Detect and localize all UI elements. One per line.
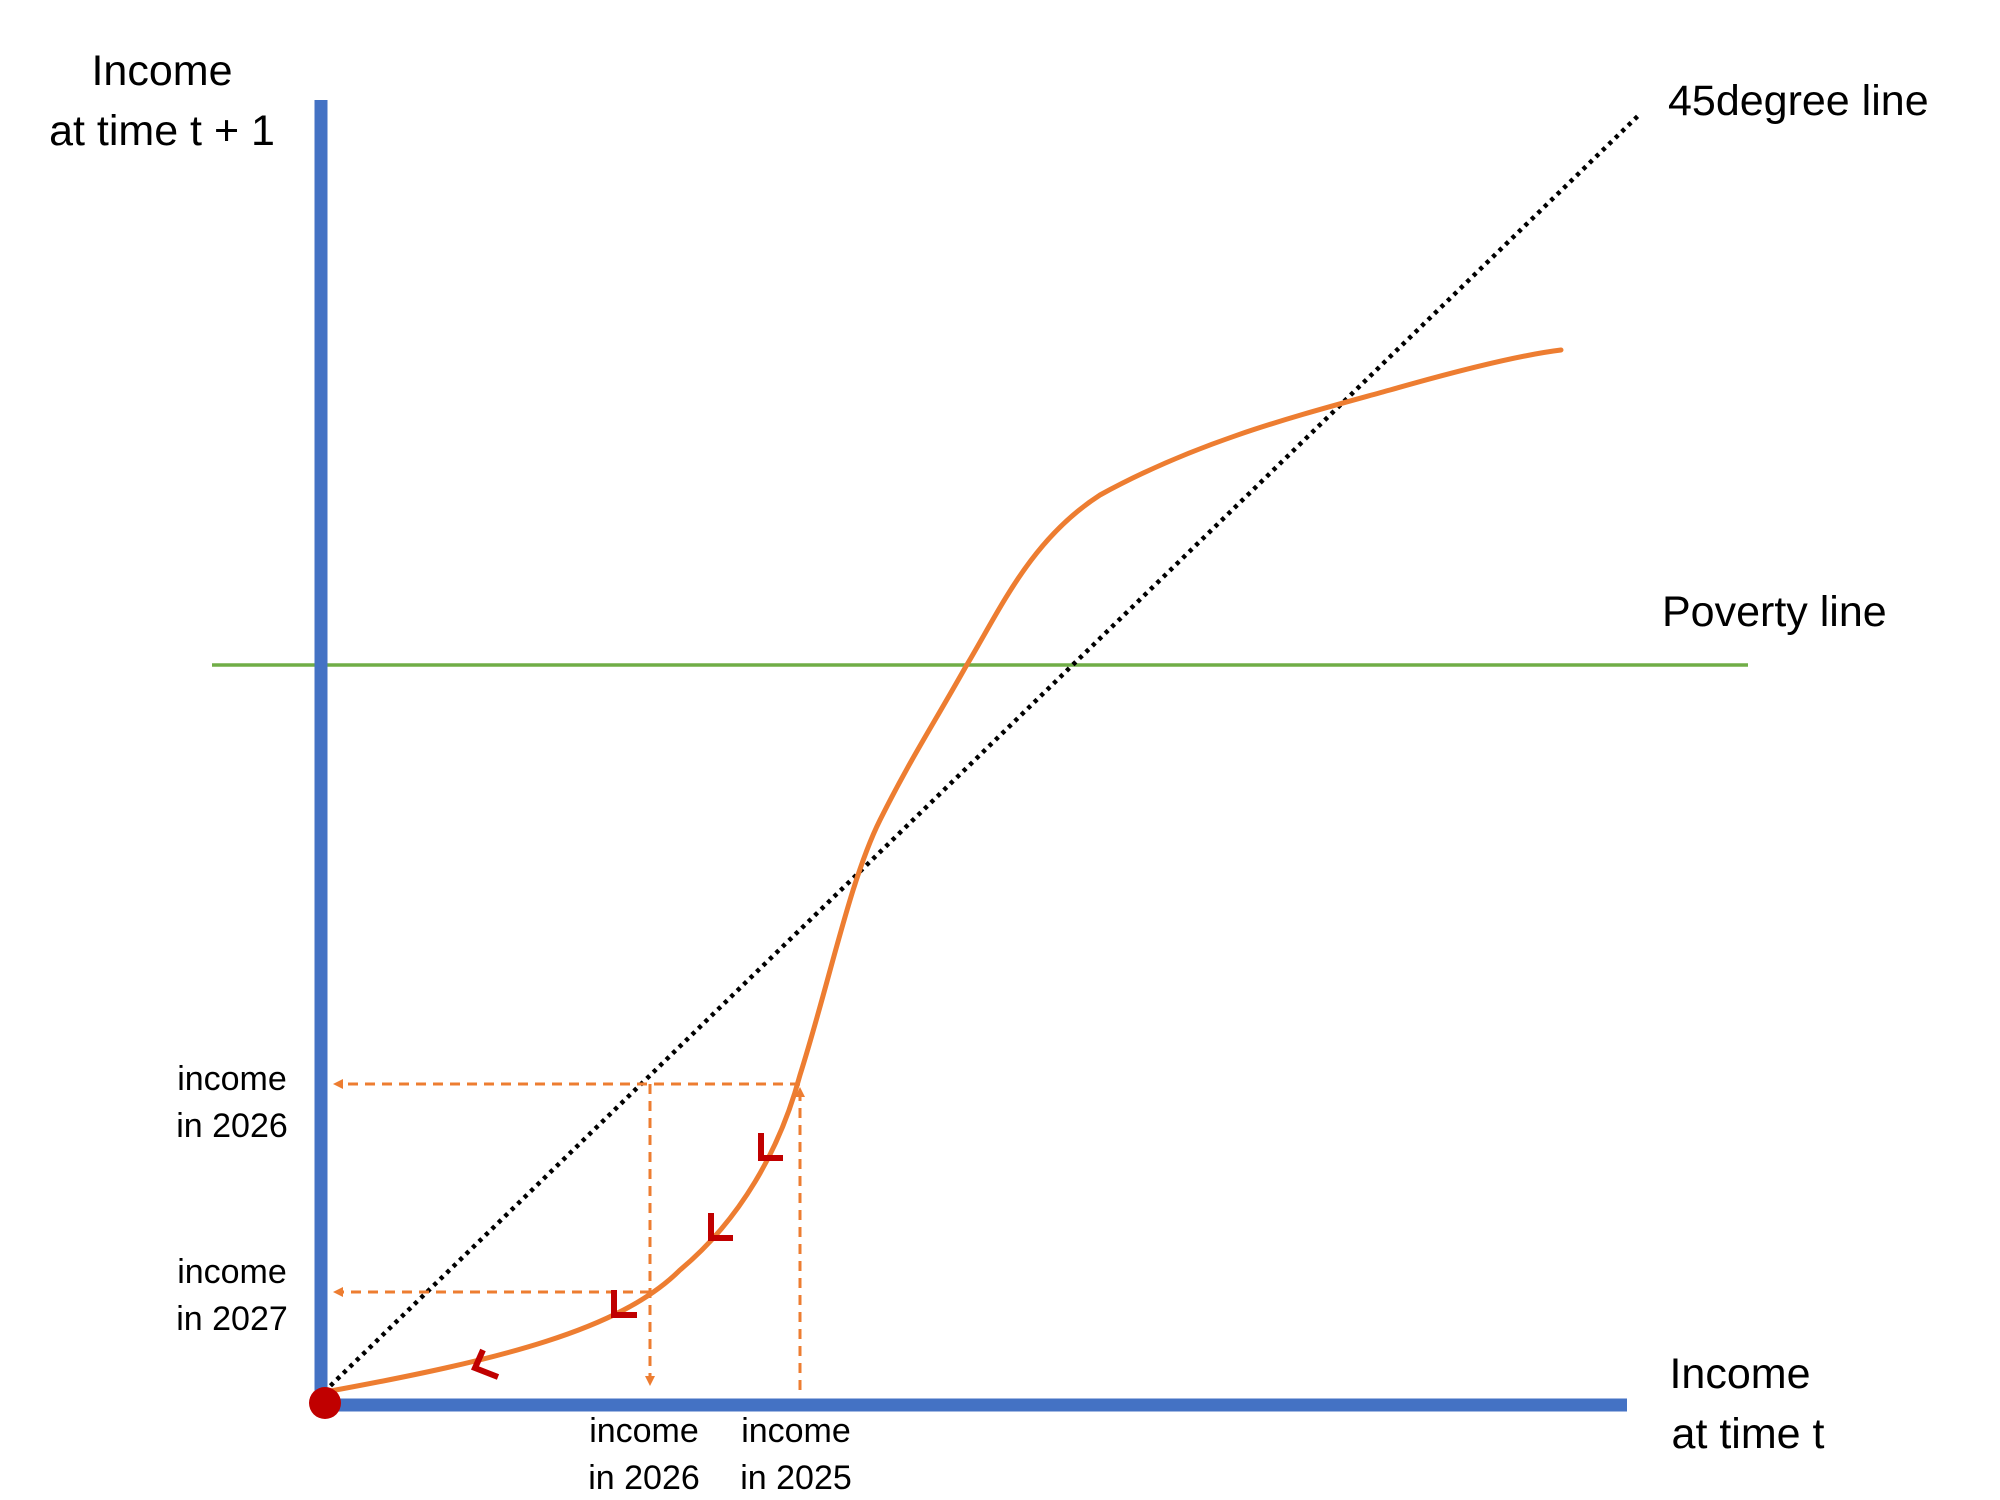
y-tick-2026-line2: in 2026	[176, 1107, 288, 1145]
y-tick-2027-line1: income	[177, 1253, 287, 1291]
x-tick-2026-line1: income	[589, 1412, 699, 1450]
direction-mark	[470, 1348, 500, 1380]
x-axis-label-line2: at time t	[1672, 1410, 1825, 1458]
y-tick-2027-line2: in 2027	[176, 1300, 288, 1338]
45-degree-line-label: 45degree line	[1668, 77, 1929, 125]
y-axis-label-line1: Income	[91, 47, 232, 95]
45-degree-line	[322, 111, 1643, 1394]
direction-marks	[470, 1133, 783, 1380]
poverty-line-label: Poverty line	[1662, 588, 1887, 636]
projection-lines	[333, 1079, 805, 1390]
x-tick-2025-line1: income	[741, 1412, 851, 1450]
direction-mark	[708, 1213, 733, 1241]
y-tick-2026-line1: income	[177, 1060, 287, 1098]
y-axis-label-line2: at time t + 1	[49, 107, 275, 155]
x-tick-2025-line2: in 2025	[740, 1459, 852, 1497]
x-tick-2026-line2: in 2026	[588, 1459, 700, 1497]
origin-dot	[309, 1387, 341, 1419]
income-dynamics-curve	[322, 347, 1564, 1395]
direction-mark	[758, 1133, 783, 1161]
x-axis-label-line1: Income	[1669, 1350, 1810, 1398]
direction-mark	[611, 1290, 637, 1318]
